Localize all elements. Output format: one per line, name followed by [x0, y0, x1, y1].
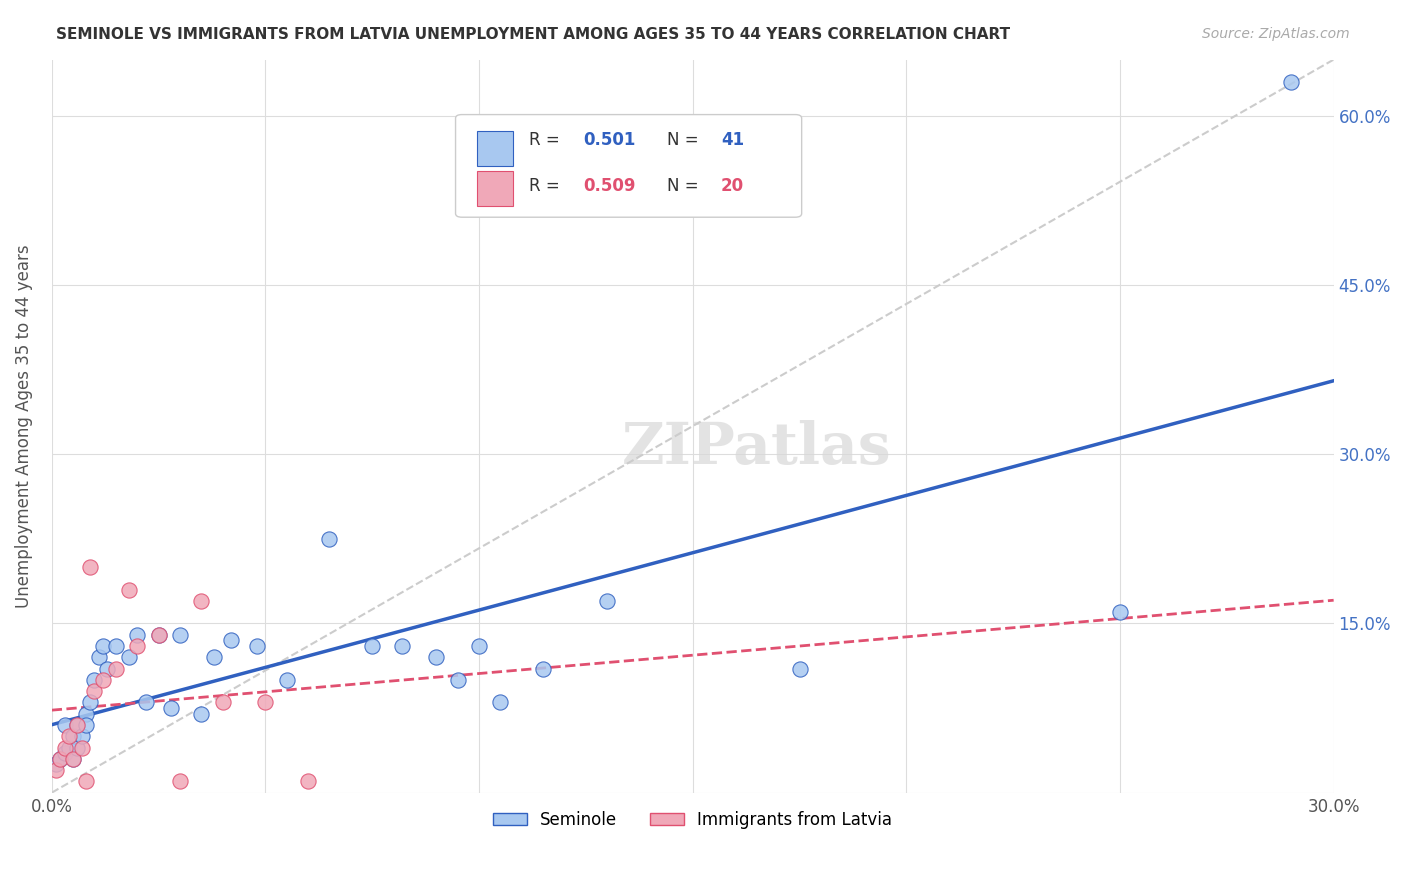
Text: 0.501: 0.501	[583, 131, 636, 149]
Point	[70, 729, 93, 743]
Point	[789, 662, 811, 676]
Text: 41: 41	[721, 131, 744, 149]
Text: N =: N =	[666, 177, 704, 194]
Point	[62, 752, 84, 766]
Point	[254, 695, 277, 709]
Point	[96, 662, 118, 676]
Text: R =: R =	[529, 131, 565, 149]
Point	[70, 740, 93, 755]
Point	[127, 628, 149, 642]
Text: 20: 20	[721, 177, 744, 194]
Point	[53, 746, 76, 760]
Point	[190, 706, 212, 721]
Point	[45, 763, 67, 777]
Point	[127, 639, 149, 653]
Text: R =: R =	[529, 177, 565, 194]
Point	[104, 662, 127, 676]
Point	[391, 639, 413, 653]
Point	[104, 639, 127, 653]
Point	[75, 774, 97, 789]
Point	[83, 684, 105, 698]
Y-axis label: Unemployment Among Ages 35 to 44 years: Unemployment Among Ages 35 to 44 years	[15, 244, 32, 608]
Point	[91, 673, 114, 687]
FancyBboxPatch shape	[456, 114, 801, 218]
Point	[49, 752, 72, 766]
Point	[66, 718, 89, 732]
Point	[447, 673, 470, 687]
Point	[1279, 75, 1302, 89]
Point	[79, 695, 101, 709]
Point	[148, 628, 170, 642]
Point	[62, 752, 84, 766]
Point	[596, 594, 619, 608]
Point	[75, 706, 97, 721]
Point	[58, 729, 80, 743]
Point	[118, 582, 141, 597]
Point	[190, 594, 212, 608]
Text: Source: ZipAtlas.com: Source: ZipAtlas.com	[1202, 27, 1350, 41]
Point	[83, 673, 105, 687]
Text: 0.509: 0.509	[583, 177, 637, 194]
Point	[169, 774, 191, 789]
Bar	[478, 131, 513, 166]
Point	[202, 650, 225, 665]
Point	[135, 695, 157, 709]
Point	[79, 560, 101, 574]
Point	[118, 650, 141, 665]
Text: SEMINOLE VS IMMIGRANTS FROM LATVIA UNEMPLOYMENT AMONG AGES 35 TO 44 YEARS CORREL: SEMINOLE VS IMMIGRANTS FROM LATVIA UNEMP…	[56, 27, 1011, 42]
Point	[219, 633, 242, 648]
Text: N =: N =	[666, 131, 704, 149]
Point	[45, 757, 67, 772]
Point	[468, 639, 491, 653]
Point	[276, 673, 298, 687]
Point	[1109, 605, 1132, 619]
Text: ZIPatlas: ZIPatlas	[621, 420, 891, 476]
Point	[425, 650, 447, 665]
Point	[211, 695, 233, 709]
Point	[66, 718, 89, 732]
Legend: Seminole, Immigrants from Latvia: Seminole, Immigrants from Latvia	[486, 805, 898, 836]
Point	[489, 695, 512, 709]
Point	[318, 532, 340, 546]
Point	[246, 639, 269, 653]
Point	[160, 701, 183, 715]
Point	[148, 628, 170, 642]
Point	[297, 774, 319, 789]
Point	[66, 740, 89, 755]
Point	[62, 729, 84, 743]
Point	[531, 662, 554, 676]
Point	[53, 740, 76, 755]
Point	[361, 639, 384, 653]
Point	[75, 718, 97, 732]
Point	[53, 718, 76, 732]
Point	[58, 740, 80, 755]
Point	[49, 752, 72, 766]
Point	[87, 650, 110, 665]
Bar	[478, 171, 513, 206]
Point	[91, 639, 114, 653]
Point	[169, 628, 191, 642]
